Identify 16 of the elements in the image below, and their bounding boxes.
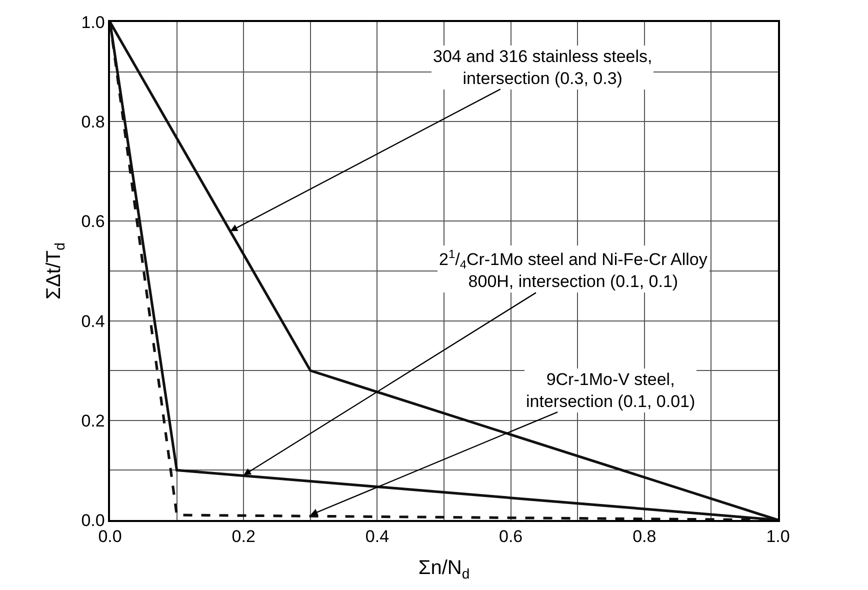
x-axis-title: Σn/N$_{d}$ [418, 557, 470, 582]
y-tick-label: 0.6 [81, 212, 105, 232]
y-tick-label: 0.2 [81, 411, 105, 430]
y-tick-label: 0.0 [81, 510, 105, 530]
x-tick-label: 0.4 [365, 527, 390, 546]
x-tick-label: 0.0 [98, 527, 122, 546]
y-tick-label: 0.4 [81, 312, 105, 331]
annotation: 2$^{1}$/$_{4}$Cr-1Mo steel and Ni-Fe-Cr Alloy 800H, intersection (0.1, 0.1) [439, 247, 708, 292]
x-tick-label: 0.2 [232, 527, 256, 546]
x-tick-label: 1.0 [766, 527, 790, 546]
annotation: 9Cr-1Mo-V steel, intersection (0.1, 0.01) [526, 370, 696, 412]
x-tick-label: 0.6 [498, 527, 523, 546]
x-tick-label: 0.8 [632, 527, 656, 546]
y-tick-label: 0.8 [81, 112, 105, 132]
annotation: 304 and 316 stainless steels, intersection (0.3, 0.3) [433, 47, 652, 88]
y-tick-label: 1.0 [81, 12, 105, 32]
